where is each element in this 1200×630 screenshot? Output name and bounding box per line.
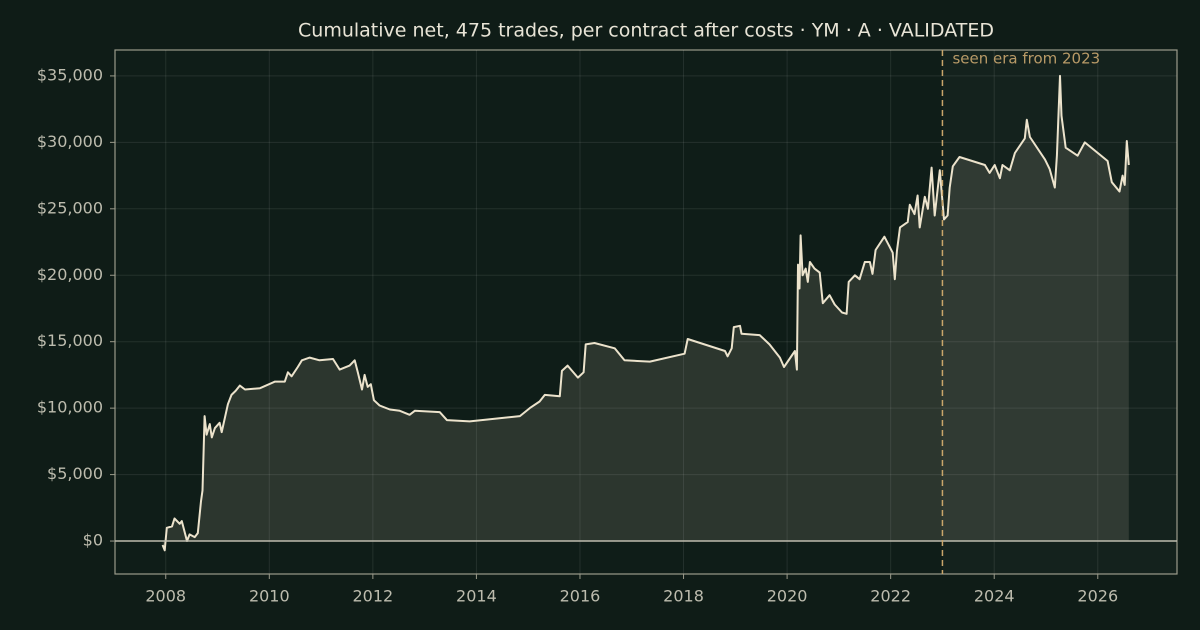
x-tick-label: 2012 — [353, 587, 394, 606]
annotation-label: seen era from 2023 — [952, 50, 1100, 68]
x-tick-label: 2018 — [663, 587, 704, 606]
y-tick-label: $30,000 — [37, 132, 103, 151]
x-tick-label: 2024 — [974, 587, 1015, 606]
x-tick-label: 2020 — [767, 587, 808, 606]
y-tick-label: $20,000 — [37, 265, 103, 284]
y-tick-label: $15,000 — [37, 331, 103, 350]
y-tick-label: $35,000 — [37, 65, 103, 84]
y-tick-label: $25,000 — [37, 198, 103, 217]
plot-area — [114, 49, 1178, 575]
y-tick-label: $5,000 — [47, 464, 103, 483]
x-tick-label: 2010 — [249, 587, 290, 606]
chart-title: Cumulative net, 475 trades, per contract… — [298, 20, 994, 42]
y-tick-label: $10,000 — [37, 398, 103, 417]
x-tick-label: 2022 — [870, 587, 911, 606]
line — [161, 74, 1130, 552]
y-tick-label: $0 — [83, 531, 103, 550]
x-tick-label: 2014 — [456, 587, 497, 606]
x-tick-label: 2008 — [145, 587, 186, 606]
x-tick-label: 2016 — [560, 587, 601, 606]
x-tick-label: 2026 — [1077, 587, 1118, 606]
area-fill — [162, 75, 1129, 551]
